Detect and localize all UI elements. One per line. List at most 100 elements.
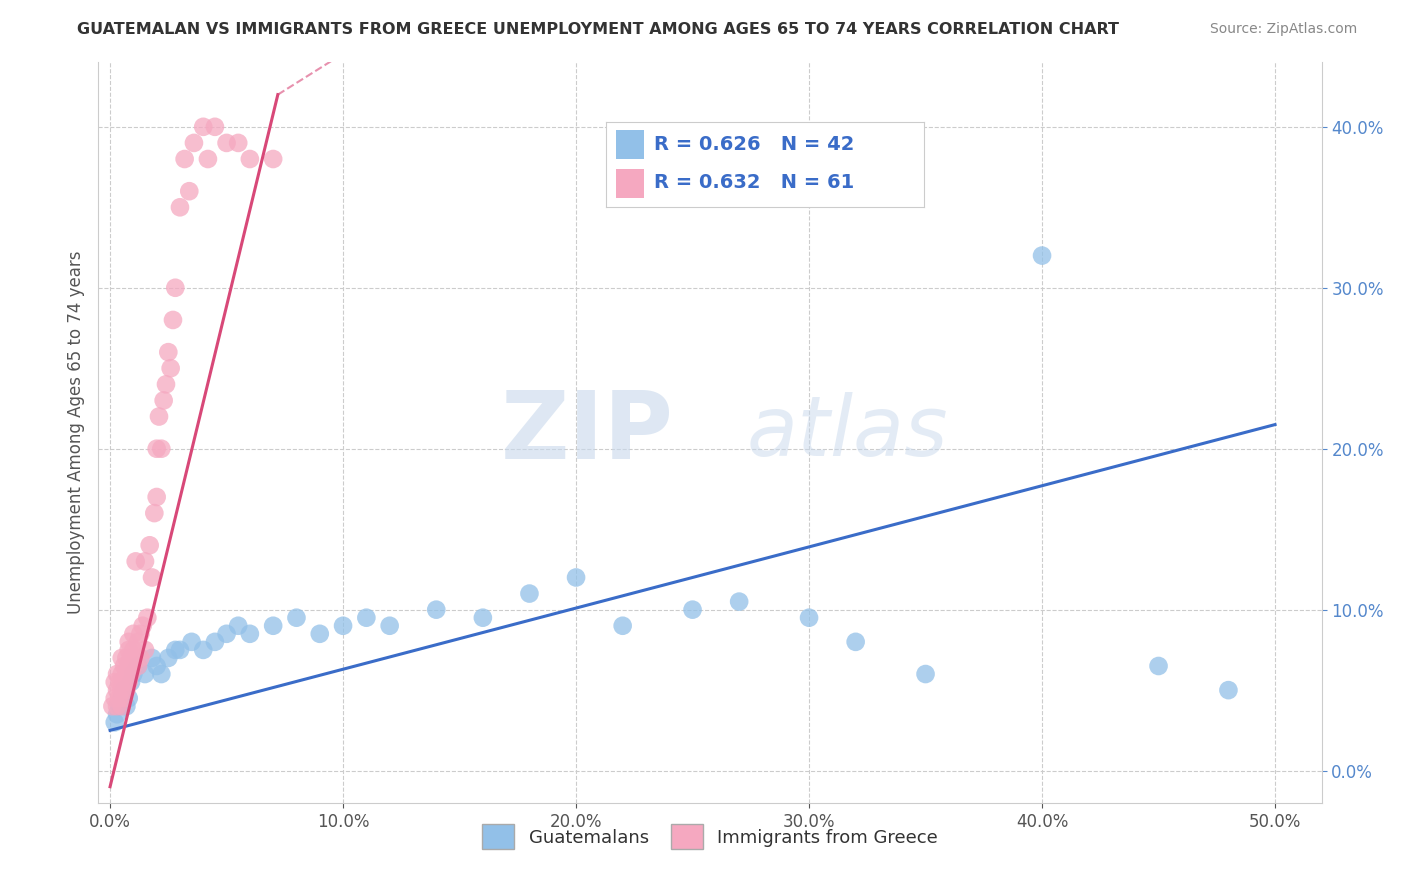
Point bbox=[204, 120, 226, 134]
Point bbox=[1218, 683, 1240, 698]
Point bbox=[173, 152, 195, 166]
Point bbox=[104, 715, 127, 730]
Point bbox=[125, 651, 148, 665]
Point bbox=[105, 707, 128, 722]
Text: atlas: atlas bbox=[747, 392, 949, 473]
Point bbox=[332, 619, 354, 633]
Point bbox=[215, 627, 238, 641]
Point bbox=[105, 667, 128, 681]
Point bbox=[138, 538, 160, 552]
Point bbox=[112, 675, 135, 690]
Point bbox=[108, 675, 131, 690]
Point bbox=[120, 675, 142, 690]
Point bbox=[197, 152, 219, 166]
Text: ZIP: ZIP bbox=[501, 386, 673, 479]
Point bbox=[797, 610, 820, 624]
Point bbox=[169, 200, 191, 214]
Point bbox=[215, 136, 238, 150]
Point bbox=[122, 659, 145, 673]
Point bbox=[105, 699, 128, 714]
Point bbox=[165, 281, 187, 295]
Point bbox=[193, 643, 215, 657]
Point bbox=[682, 602, 704, 616]
Point bbox=[159, 361, 181, 376]
Point bbox=[134, 643, 156, 657]
Point bbox=[129, 627, 152, 641]
Point bbox=[150, 667, 173, 681]
Point bbox=[127, 635, 149, 649]
Point bbox=[112, 683, 135, 698]
Point bbox=[127, 659, 149, 673]
Point bbox=[356, 610, 378, 624]
Point bbox=[134, 667, 156, 681]
Point bbox=[143, 506, 166, 520]
Point bbox=[136, 610, 159, 624]
Point bbox=[845, 635, 868, 649]
Point bbox=[204, 635, 226, 649]
Point bbox=[162, 313, 184, 327]
Point bbox=[1031, 249, 1053, 263]
Point bbox=[145, 442, 167, 456]
Point bbox=[122, 627, 145, 641]
Point bbox=[111, 683, 134, 698]
Point bbox=[112, 691, 135, 706]
Point bbox=[157, 345, 180, 359]
Point bbox=[150, 442, 173, 456]
Point bbox=[127, 659, 149, 673]
Point bbox=[101, 699, 124, 714]
Point bbox=[565, 570, 588, 584]
Point bbox=[108, 699, 131, 714]
Point bbox=[111, 691, 134, 706]
Point bbox=[180, 635, 202, 649]
Point bbox=[179, 184, 201, 198]
Point bbox=[134, 554, 156, 568]
Point bbox=[239, 627, 262, 641]
Point bbox=[285, 610, 308, 624]
Point bbox=[165, 643, 187, 657]
Point bbox=[118, 691, 141, 706]
Y-axis label: Unemployment Among Ages 65 to 74 years: Unemployment Among Ages 65 to 74 years bbox=[66, 251, 84, 615]
Point bbox=[378, 619, 401, 633]
Point bbox=[157, 651, 180, 665]
Point bbox=[169, 643, 191, 657]
Point bbox=[183, 136, 205, 150]
Point bbox=[226, 136, 249, 150]
Point bbox=[129, 651, 152, 665]
Point bbox=[152, 393, 174, 408]
Point bbox=[226, 619, 249, 633]
Text: GUATEMALAN VS IMMIGRANTS FROM GREECE UNEMPLOYMENT AMONG AGES 65 TO 74 YEARS CORR: GUATEMALAN VS IMMIGRANTS FROM GREECE UNE… bbox=[77, 22, 1119, 37]
Point bbox=[155, 377, 177, 392]
Point bbox=[471, 610, 494, 624]
Point bbox=[193, 120, 215, 134]
Point bbox=[105, 683, 128, 698]
Point bbox=[104, 691, 127, 706]
Point bbox=[148, 409, 170, 424]
Point bbox=[115, 699, 138, 714]
Point bbox=[612, 619, 634, 633]
Point bbox=[122, 667, 145, 681]
Point bbox=[308, 627, 330, 641]
Point bbox=[115, 683, 138, 698]
Point bbox=[111, 651, 134, 665]
Point bbox=[104, 675, 127, 690]
Point bbox=[262, 619, 284, 633]
Point bbox=[118, 675, 141, 690]
Point bbox=[125, 554, 148, 568]
Point bbox=[425, 602, 447, 616]
Point bbox=[115, 667, 138, 681]
Point bbox=[1147, 659, 1170, 673]
Point bbox=[108, 691, 131, 706]
Point bbox=[115, 651, 138, 665]
Point bbox=[111, 699, 134, 714]
Point bbox=[112, 659, 135, 673]
Point bbox=[118, 635, 141, 649]
Point bbox=[145, 659, 167, 673]
Text: Source: ZipAtlas.com: Source: ZipAtlas.com bbox=[1209, 22, 1357, 37]
Point bbox=[728, 594, 751, 608]
Point bbox=[519, 586, 541, 600]
Point bbox=[111, 667, 134, 681]
Legend: Guatemalans, Immigrants from Greece: Guatemalans, Immigrants from Greece bbox=[475, 817, 945, 856]
Point bbox=[120, 667, 142, 681]
Point bbox=[239, 152, 262, 166]
Point bbox=[262, 152, 284, 166]
